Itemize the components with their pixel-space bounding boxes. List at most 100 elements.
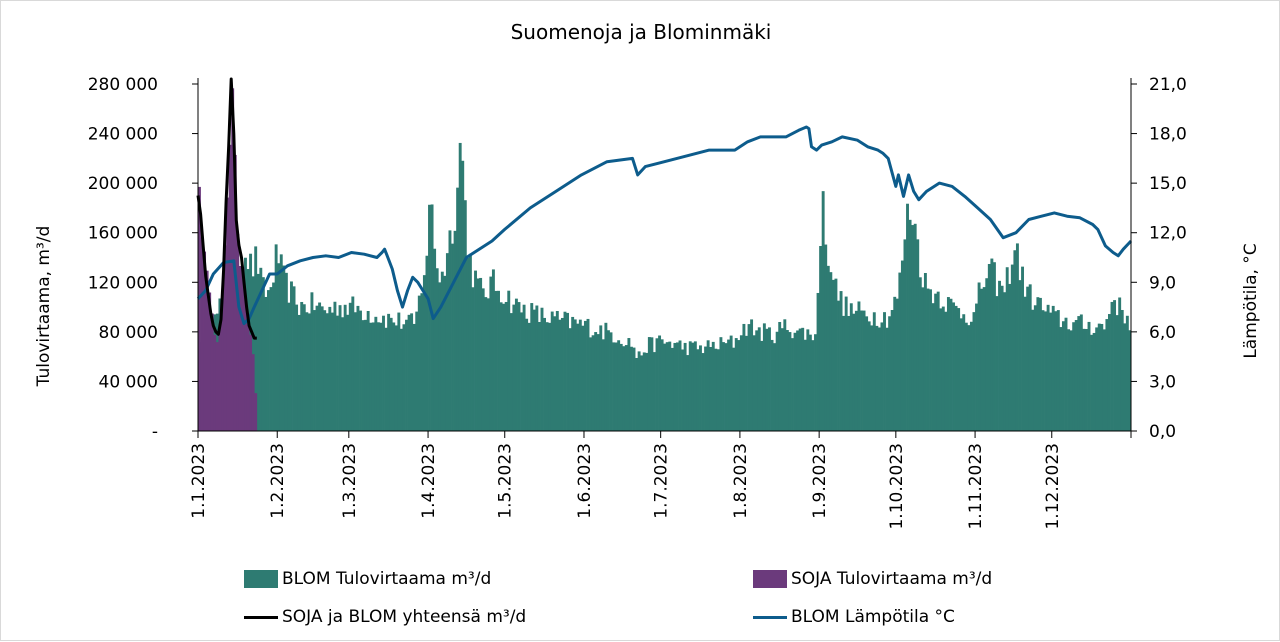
blom-flow-bar <box>479 277 483 431</box>
soja-flow-bar <box>246 324 250 431</box>
blom-flow-bar <box>681 349 685 431</box>
blom-flow-bar <box>343 304 347 431</box>
blom-flow-bar <box>468 253 472 431</box>
legend-swatch-soja-flow <box>753 570 787 588</box>
blom-flow-bar <box>1028 284 1032 431</box>
blom-flow-bar <box>1107 314 1111 431</box>
blom-flow-bar <box>1064 317 1068 431</box>
blom-flow-bar <box>410 313 414 431</box>
blom-flow-bar <box>990 258 994 431</box>
blom-flow-bar <box>407 314 411 431</box>
x-tick-label: 1.4.2023 <box>419 443 439 519</box>
blom-flow-bar <box>422 275 426 431</box>
blom-flow-bar <box>890 310 894 431</box>
blom-flow-bar <box>545 322 549 431</box>
soja-flow-bar <box>198 186 201 431</box>
blom-flow-bar <box>261 277 265 431</box>
soja-flow-bar <box>254 393 258 431</box>
blom-flow-bar <box>880 322 884 431</box>
blom-flow-bar <box>461 160 465 431</box>
blom-flow-bar <box>527 322 531 431</box>
blom-flow-bar <box>686 355 690 431</box>
blom-flow-bar <box>837 300 840 431</box>
soja-flow-bar <box>251 354 255 431</box>
blom-flow-bar <box>923 272 927 431</box>
blom-flow-bar <box>624 345 628 431</box>
blom-flow-bar <box>934 293 938 431</box>
blom-flow-bar <box>1031 309 1035 431</box>
blom-flow-bar <box>389 317 393 431</box>
blom-flow-bar <box>458 142 462 431</box>
blom-flow-bar <box>967 325 971 431</box>
blom-flow-bar <box>1090 334 1094 431</box>
blom-flow-bar <box>330 312 334 431</box>
blom-flow-bar <box>540 307 544 431</box>
blom-flow-bar <box>451 243 454 431</box>
blom-flow-bar <box>640 355 644 431</box>
blom-flow-bar <box>305 312 309 431</box>
blom-flow-bar <box>348 302 352 431</box>
y-tick-label: 280 000 <box>88 75 158 95</box>
soja-flow-bar <box>249 334 253 431</box>
blom-flow-bar <box>560 317 564 431</box>
blom-flow-bar <box>420 293 424 431</box>
legend-label-blom-flow: BLOM Tulovirtaama m³/d <box>282 569 492 589</box>
blom-flow-bar <box>507 290 511 431</box>
blom-flow-bar <box>803 339 807 431</box>
blom-flow-bar <box>653 352 656 431</box>
series-lines <box>196 77 1133 340</box>
blom-flow-bar <box>1049 312 1053 431</box>
blom-flow-bar <box>665 342 669 431</box>
blom-flow-bar <box>964 322 968 431</box>
blom-flow-bar <box>645 352 649 431</box>
y2-axis-label: Lämpötila, °C <box>1241 243 1261 358</box>
blom-flow-bar <box>594 332 598 431</box>
blom-flow-bar <box>642 352 646 431</box>
blom-flow-bar <box>1046 304 1050 431</box>
legend: BLOM Tulovirtaama m³/d SOJA Tulovirtaama… <box>1 561 1280 631</box>
blom-flow-bar <box>1021 266 1024 431</box>
blom-flow-bar <box>647 337 651 431</box>
blom-flow-bar <box>693 341 697 431</box>
chart-title: Suomenoja ja Blominmäki <box>511 20 772 44</box>
blom-flow-bar <box>341 317 345 431</box>
blom-flow-bar <box>509 313 513 431</box>
blom-flow-bar <box>755 330 759 431</box>
blom-flow-bar <box>732 347 736 431</box>
blom-flow-bar <box>1079 314 1083 431</box>
blom-flow-bar <box>808 334 812 431</box>
blom-flow-bar <box>310 292 314 431</box>
blom-flow-bar <box>336 315 339 431</box>
blom-flow-bar <box>765 328 769 431</box>
blom-flow-bar <box>264 296 268 431</box>
blom-flow-bar <box>494 290 498 431</box>
blom-flow-bar <box>826 265 830 431</box>
blom-flow-bar <box>660 339 664 431</box>
blom-flow-bar <box>1067 329 1071 431</box>
blom-flow-bar <box>847 315 851 431</box>
blom-flow-bar <box>604 322 608 431</box>
blom-flow-bar <box>673 342 677 431</box>
blom-flow-bar <box>929 289 932 431</box>
y-tick-label: 240 000 <box>88 125 158 145</box>
blom-flow-bar <box>1041 310 1045 431</box>
blom-flow-bar <box>770 339 774 431</box>
blom-flow-bar <box>791 338 794 431</box>
blom-flow-bar <box>747 324 751 431</box>
blom-flow-bar <box>706 340 710 431</box>
blom-flow-bar <box>548 322 552 431</box>
blom-flow-bar <box>371 322 375 431</box>
x-tick-label: 1.6.2023 <box>575 443 595 519</box>
x-tick-label: 1.9.2023 <box>810 443 830 519</box>
blom-flow-bar <box>696 349 700 431</box>
soja-flow-bar <box>228 144 232 431</box>
blom-flow-bar <box>926 288 930 431</box>
blom-flow-bar <box>581 325 585 431</box>
blom-flow-bar <box>520 312 523 431</box>
blom-flow-bar <box>1038 297 1042 431</box>
blom-flow-bar <box>1026 286 1030 431</box>
blom-flow-bar <box>900 260 904 431</box>
blom-flow-bar <box>857 301 861 431</box>
blom-flow-bar <box>256 273 260 431</box>
blom-flow-bar <box>831 279 835 431</box>
